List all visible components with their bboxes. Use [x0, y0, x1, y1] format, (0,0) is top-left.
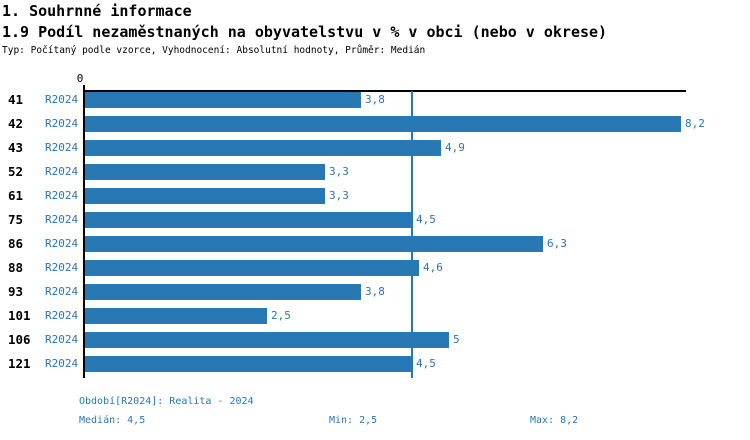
bar [85, 212, 412, 228]
row-series-label: R2024 [45, 309, 79, 322]
row-series-label: R2024 [45, 141, 79, 154]
bar [85, 236, 543, 252]
row-category-label: 61 [8, 188, 24, 203]
section-title: 1. Souhrnné informace [2, 2, 192, 20]
chart-row: 86 R2024 6,3 [0, 236, 750, 252]
chart-subtitle: Typ: Počítaný podle vzorce, Vyhodnocení:… [2, 45, 426, 56]
row-category-label: 41 [8, 92, 24, 107]
axis-top-line [83, 90, 686, 92]
row-category-label: 52 [8, 164, 24, 179]
row-series-label: R2024 [45, 285, 79, 298]
row-series-label: R2024 [45, 93, 79, 106]
bar-value-label: 4,5 [416, 213, 436, 226]
chart-row: 93 R2024 3,8 [0, 284, 750, 300]
chart-row: 101 R2024 2,5 [0, 308, 750, 324]
row-series-label: R2024 [45, 213, 79, 226]
bar [85, 140, 441, 156]
period-label: Období[R2024]: Realita - 2024 [79, 396, 254, 407]
chart-row: 61 R2024 3,3 [0, 188, 750, 204]
row-series-label: R2024 [45, 117, 79, 130]
max-summary-label: Max: 8,2 [530, 415, 579, 426]
chart-row: 52 R2024 3,3 [0, 164, 750, 180]
row-category-label: 88 [8, 260, 24, 275]
row-category-label: 101 [8, 308, 31, 323]
bar-value-label: 4,9 [445, 141, 465, 154]
row-category-label: 121 [8, 356, 31, 371]
row-series-label: R2024 [45, 261, 79, 274]
row-category-label: 43 [8, 140, 24, 155]
bar-value-label: 4,6 [423, 261, 443, 274]
bar-value-label: 2,5 [271, 309, 291, 322]
chart-row: 75 R2024 4,5 [0, 212, 750, 228]
bar-value-label: 4,5 [416, 357, 436, 370]
bar-value-label: 3,3 [329, 189, 349, 202]
row-category-label: 75 [8, 212, 24, 227]
chart-row: 88 R2024 4,6 [0, 260, 750, 276]
chart-row: 42 R2024 8,2 [0, 116, 750, 132]
row-series-label: R2024 [45, 189, 79, 202]
row-category-label: 106 [8, 332, 31, 347]
chart-row: 43 R2024 4,9 [0, 140, 750, 156]
row-series-label: R2024 [45, 165, 79, 178]
bar-value-label: 6,3 [547, 237, 567, 250]
row-category-label: 93 [8, 284, 24, 299]
row-category-label: 42 [8, 116, 24, 131]
chart-title: 1.9 Podíl nezaměstnaných na obyvatelstvu… [2, 23, 608, 41]
bar [85, 332, 449, 348]
row-series-label: R2024 [45, 357, 79, 370]
bar [85, 356, 412, 372]
y-axis-line [83, 85, 85, 378]
row-category-label: 86 [8, 236, 24, 251]
min-summary-label: Min: 2,5 [329, 415, 378, 426]
bar-value-label: 3,8 [365, 93, 385, 106]
row-series-label: R2024 [45, 333, 79, 346]
bar [85, 188, 325, 204]
chart-row: 106 R2024 5 [0, 332, 750, 348]
bar-value-label: 5 [453, 333, 460, 346]
median-summary-label: Medián: 4,5 [79, 415, 146, 426]
chart-row: 41 R2024 3,8 [0, 92, 750, 108]
chart-row: 121 R2024 4,5 [0, 356, 750, 372]
axis-origin-label: 0 [76, 72, 84, 85]
bar-value-label: 3,3 [329, 165, 349, 178]
bar [85, 116, 681, 132]
bar [85, 308, 267, 324]
median-line [411, 91, 413, 378]
bar-value-label: 8,2 [685, 117, 705, 130]
row-series-label: R2024 [45, 237, 79, 250]
bar [85, 284, 361, 300]
bar [85, 92, 361, 108]
bar [85, 260, 419, 276]
bar-value-label: 3,8 [365, 285, 385, 298]
bar [85, 164, 325, 180]
